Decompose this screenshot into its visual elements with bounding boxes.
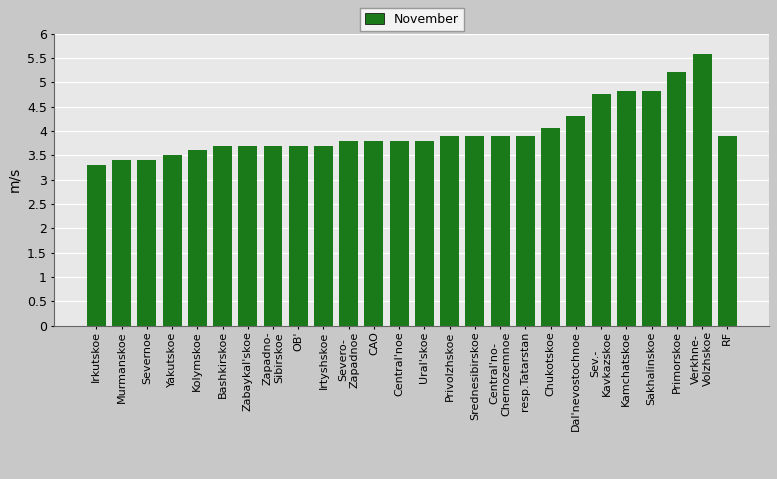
Bar (314, 146, 333, 326)
Bar (340, 141, 358, 326)
Bar (642, 91, 661, 326)
Bar (541, 128, 560, 326)
Bar (188, 150, 207, 326)
Bar (213, 146, 232, 326)
Bar (112, 160, 131, 326)
Bar (415, 141, 434, 326)
Bar (239, 146, 257, 326)
Bar (667, 72, 686, 326)
Bar (441, 136, 459, 326)
Bar (390, 141, 409, 326)
Y-axis label: m/s: m/s (7, 167, 21, 192)
Bar (138, 160, 156, 326)
Bar (289, 146, 308, 326)
Legend: November: November (360, 8, 464, 31)
Bar (566, 116, 585, 326)
Bar (718, 136, 737, 326)
Bar (364, 141, 383, 326)
Bar (491, 136, 510, 326)
Bar (617, 91, 636, 326)
Bar (162, 155, 182, 326)
Bar (692, 55, 712, 326)
Bar (516, 136, 535, 326)
Bar (465, 136, 484, 326)
Bar (87, 165, 106, 326)
Bar (591, 94, 611, 326)
Bar (263, 146, 283, 326)
